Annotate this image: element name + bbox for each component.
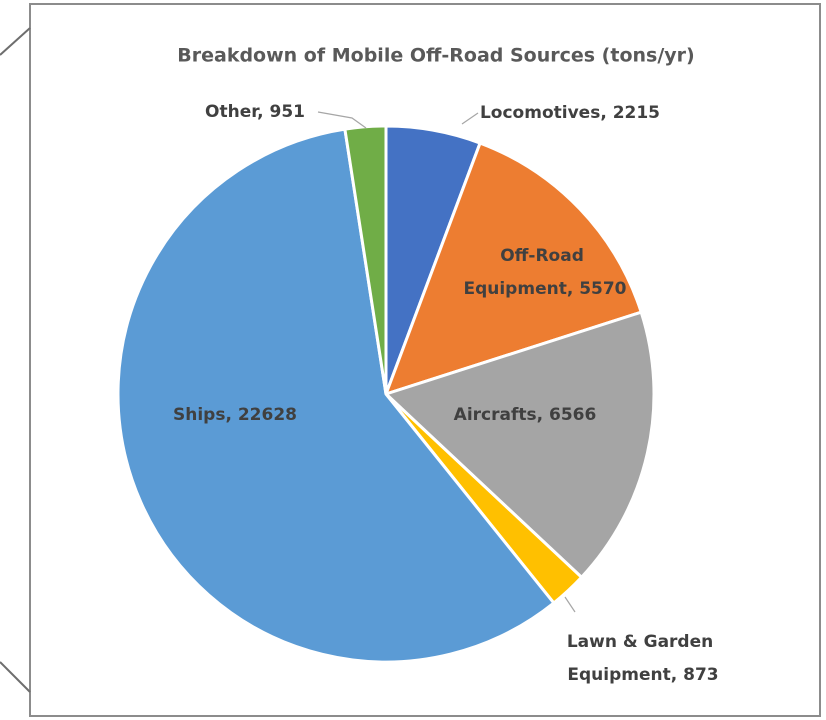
leader-line — [461, 112, 479, 125]
data-label: Other, 951 — [205, 102, 305, 122]
data-label: Off-Road Equipment, 5570 — [463, 246, 626, 299]
frame-edge — [0, 27, 31, 56]
label-line: Equipment, 873 — [567, 665, 718, 685]
data-label: Aircrafts, 6566 — [454, 405, 597, 425]
pie-slice — [343, 124, 388, 395]
data-label: Ships, 22628 — [173, 405, 297, 425]
leader-line — [564, 596, 576, 613]
label-line: Lawn & Garden — [567, 632, 719, 652]
chart-title: Breakdown of Mobile Off-Road Sources (to… — [177, 45, 694, 67]
label-line: Off-Road — [500, 246, 590, 266]
data-label: Locomotives, 2215 — [480, 103, 660, 123]
data-label: Lawn & Garden Equipment, 873 — [567, 632, 719, 685]
frame-edge — [0, 661, 31, 693]
leader-line — [317, 111, 367, 129]
label-line: Equipment, 5570 — [463, 279, 626, 299]
pie-slice — [383, 310, 656, 580]
pie-slice — [116, 127, 556, 664]
